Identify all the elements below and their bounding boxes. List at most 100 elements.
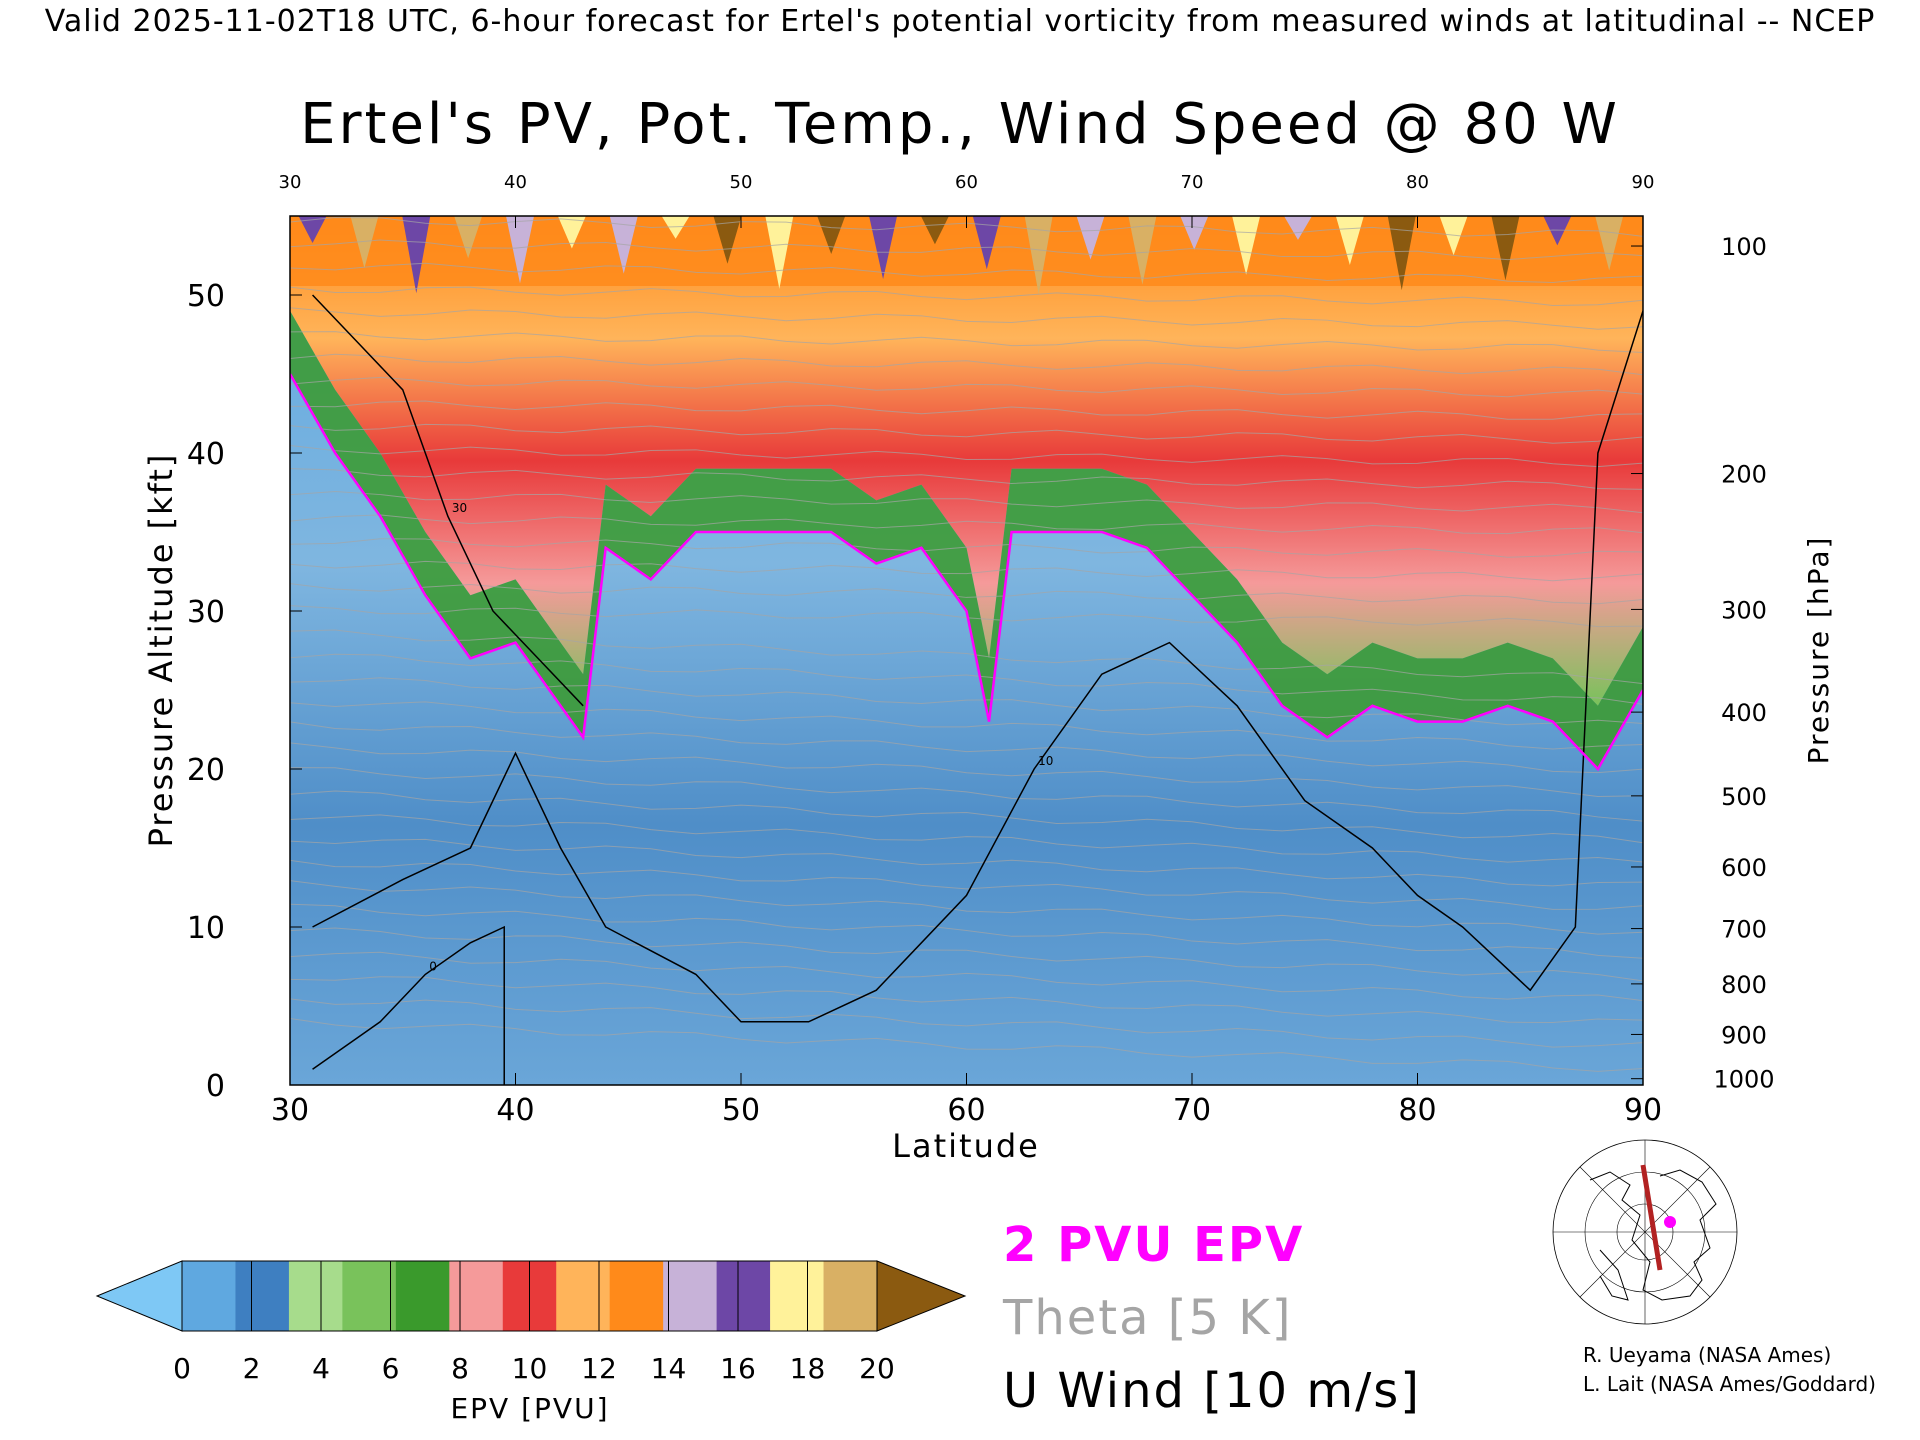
y-tick-right-label: 300 bbox=[1721, 596, 1767, 624]
theta-contour bbox=[290, 951, 1643, 1002]
map-meridian-4 bbox=[1579, 1166, 1711, 1298]
colorbar-cell bbox=[556, 1261, 611, 1331]
stratosphere-spike bbox=[661, 216, 690, 239]
stratosphere-spike bbox=[1595, 216, 1624, 271]
stratosphere-spike bbox=[817, 216, 846, 254]
theta-contour bbox=[290, 838, 1643, 887]
y-tick-left-label: 50 bbox=[187, 279, 225, 314]
u-wind-contours: 0 10 30 bbox=[312, 294, 1643, 1085]
theta-contour bbox=[290, 790, 1643, 844]
u-wind-contour-label: 0 bbox=[429, 959, 437, 973]
y-tick-right-label: 1000 bbox=[1713, 1066, 1774, 1094]
theta-contour bbox=[290, 814, 1643, 863]
stratosphere-spike bbox=[454, 216, 483, 259]
u-wind-contour bbox=[312, 310, 1643, 1023]
stratosphere-spike bbox=[972, 216, 1001, 270]
y-axis-left: 0 10 20 30 40 50 bbox=[187, 279, 302, 1104]
colorbar-cell bbox=[609, 1261, 664, 1331]
colorbar-label: EPV [PVU] bbox=[450, 1392, 609, 1425]
x-tick-label: 60 bbox=[947, 1093, 985, 1128]
colorbar-cell bbox=[449, 1261, 504, 1331]
y-axis-left-label: Pressure Altitude [kft] bbox=[142, 453, 180, 848]
stratosphere-spike bbox=[1024, 216, 1053, 295]
colorbar-tick-label: 4 bbox=[312, 1352, 330, 1385]
theta-contour bbox=[290, 1018, 1643, 1072]
y-tick-right-label: 400 bbox=[1721, 699, 1767, 727]
y-tick-right-label: 600 bbox=[1721, 854, 1767, 882]
theta-contour bbox=[290, 560, 1643, 582]
theta-contour bbox=[290, 468, 1643, 490]
colorbar-cell bbox=[235, 1261, 290, 1331]
stratosphere-spike bbox=[869, 216, 898, 280]
stratosphere-spike bbox=[1491, 216, 1520, 281]
y-tick-right-label: 700 bbox=[1721, 916, 1767, 944]
colorbar-cell bbox=[342, 1261, 397, 1331]
theta-contour bbox=[290, 583, 1643, 605]
x-tick-label: 50 bbox=[722, 1093, 760, 1128]
theta-contour bbox=[290, 307, 1643, 330]
colorbar-tick-label: 12 bbox=[581, 1352, 617, 1385]
y-tick-left-label: 10 bbox=[187, 911, 225, 946]
u-wind-contour-label: 10 bbox=[1038, 754, 1053, 768]
x-tick-top-label: 80 bbox=[1406, 172, 1429, 193]
map-marker bbox=[1664, 1216, 1676, 1228]
theta-contour bbox=[290, 444, 1643, 468]
theta-contour bbox=[290, 767, 1643, 822]
y-tick-right-label: 500 bbox=[1721, 783, 1767, 811]
stratosphere-spike bbox=[713, 216, 742, 264]
y-tick-left-label: 0 bbox=[206, 1069, 225, 1104]
theta-contour bbox=[290, 194, 1643, 215]
x-tick-top-label: 70 bbox=[1181, 172, 1204, 193]
credit-line-2: L. Lait (NASA Ames/Goddard) bbox=[1583, 1372, 1876, 1396]
colorbar-cell bbox=[823, 1261, 878, 1331]
y-tick-right-label: 800 bbox=[1721, 971, 1767, 999]
x-axis-label: Latitude bbox=[892, 1127, 1040, 1165]
colorbar-cell bbox=[716, 1261, 771, 1331]
colorbar-tick-label: 14 bbox=[651, 1352, 687, 1385]
map-coastlines bbox=[1589, 1169, 1717, 1301]
y-tick-left-label: 20 bbox=[187, 753, 225, 788]
theta-contour bbox=[290, 286, 1643, 306]
theta-contour bbox=[290, 976, 1643, 1024]
colorbar-tick-label: 0 bbox=[173, 1352, 191, 1385]
theta-contour bbox=[290, 490, 1643, 514]
y-tick-right-label: 200 bbox=[1721, 461, 1767, 489]
theta-contour bbox=[290, 353, 1643, 376]
stratosphere-spike bbox=[1387, 216, 1416, 291]
legend-2pvu: 2 PVU EPV bbox=[1003, 1217, 1305, 1273]
x-tick-label: 90 bbox=[1624, 1093, 1662, 1128]
stratosphere-spike bbox=[1128, 216, 1157, 285]
theta-contour bbox=[290, 677, 1643, 726]
theta-contour bbox=[290, 927, 1643, 982]
theta-contour bbox=[290, 998, 1643, 1048]
credit-line-1: R. Ueyama (NASA Ames) bbox=[1583, 1343, 1832, 1367]
x-tick-label: 80 bbox=[1398, 1093, 1436, 1128]
legend-u-wind: U Wind [10 m/s] bbox=[1003, 1363, 1422, 1419]
stratosphere-spike bbox=[1180, 216, 1209, 250]
u-wind-contour-label: 30 bbox=[452, 501, 467, 515]
y-axis-right: 100 200 300 400 500 600 700 800 900 1000 bbox=[1631, 233, 1775, 1094]
theta-contour bbox=[290, 859, 1643, 910]
stratosphere-spike bbox=[298, 216, 327, 243]
colorbar-cell bbox=[182, 1261, 236, 1331]
x-tick-top-label: 90 bbox=[1632, 172, 1655, 193]
x-tick-top-label: 30 bbox=[279, 172, 302, 193]
theta-contour bbox=[290, 605, 1643, 628]
colorbar-tick-label: 18 bbox=[790, 1352, 826, 1385]
colorbar-tick-label: 16 bbox=[720, 1352, 756, 1385]
theta-contour bbox=[290, 400, 1643, 420]
theta-contour bbox=[290, 903, 1643, 959]
stratosphere-spike bbox=[1543, 216, 1572, 246]
y-tick-left-label: 30 bbox=[187, 595, 225, 630]
y-tick-right-label: 100 bbox=[1721, 233, 1767, 261]
colorbar-cell bbox=[770, 1261, 825, 1331]
x-axis-bottom: 30 40 50 60 70 80 90 bbox=[271, 1073, 1662, 1128]
stratosphere-spike bbox=[765, 216, 794, 289]
theta-contour bbox=[290, 721, 1643, 774]
colorbar-tick-label: 6 bbox=[382, 1352, 400, 1385]
colorbar-tick-label: 20 bbox=[859, 1352, 895, 1385]
theta-contour bbox=[290, 423, 1643, 444]
x-tick-label: 30 bbox=[271, 1093, 309, 1128]
colorbar-cell bbox=[288, 1261, 343, 1331]
